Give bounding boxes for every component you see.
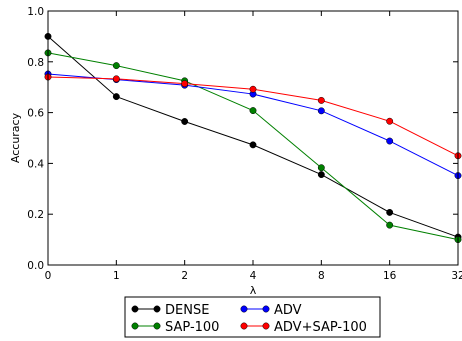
legend-marker-sap-100 <box>131 322 139 330</box>
data-point-dense <box>386 208 394 216</box>
x-tick-label: 2 <box>181 270 188 282</box>
y-tick-label: 0.8 <box>27 57 44 69</box>
legend-marker-dense <box>153 305 161 313</box>
x-tick-label: 16 <box>383 270 397 282</box>
data-point-sap-100 <box>249 107 257 115</box>
legend-marker-adv <box>262 305 270 313</box>
x-tick-label: 8 <box>318 270 325 282</box>
data-point-sap-100 <box>112 62 120 70</box>
data-point-dense <box>181 118 189 125</box>
data-point-adv-sap-100 <box>317 96 325 104</box>
legend-frame <box>124 296 381 338</box>
x-tick-label: 1 <box>113 270 120 282</box>
y-tick-label: 0.4 <box>27 158 44 170</box>
legend-label-adv: ADV <box>274 303 302 318</box>
x-tick-label: 32 <box>451 270 462 282</box>
y-axis-label: Accuracy <box>9 112 22 163</box>
data-point-adv <box>317 107 325 115</box>
legend-marker-adv-sap-100 <box>262 322 270 330</box>
legend: DENSE SAP-100 ADV ADV+SAP-100 <box>124 296 381 338</box>
x-tick-label: 0 <box>45 270 52 282</box>
data-point-dense <box>112 93 120 101</box>
data-point-sap-100 <box>386 221 394 229</box>
y-tick-label: 0.6 <box>27 108 44 120</box>
series-layer <box>44 32 462 244</box>
x-axis-label: λ <box>250 284 257 297</box>
y-tick-label: 0.0 <box>27 260 44 272</box>
legend-marker-dense <box>131 305 139 313</box>
legend-marker-sap-100 <box>153 322 161 330</box>
data-point-adv <box>386 137 394 145</box>
legend-marker-adv <box>240 305 248 313</box>
y-tick-label: 1.0 <box>27 6 44 18</box>
x-tick-label: 4 <box>250 270 257 282</box>
data-point-sap-100 <box>317 164 325 172</box>
data-point-dense <box>249 141 257 149</box>
legend-label-dense: DENSE <box>165 303 209 318</box>
legend-label-sap-100: SAP-100 <box>165 320 219 335</box>
data-point-adv-sap-100 <box>112 75 120 83</box>
data-point-adv-sap-100 <box>181 80 189 88</box>
y-tick-label: 0.2 <box>27 209 44 221</box>
data-point-dense <box>317 171 325 179</box>
tick-layer: 0 1 2 4 8 16 32 0.0 0.2 0.4 0.6 0.8 1.0 <box>27 6 462 282</box>
legend-label-adv-sap-100: ADV+SAP-100 <box>274 320 367 335</box>
legend-marker-adv-sap-100 <box>240 322 248 330</box>
data-point-adv-sap-100 <box>249 85 257 93</box>
data-point-adv-sap-100 <box>386 117 394 125</box>
